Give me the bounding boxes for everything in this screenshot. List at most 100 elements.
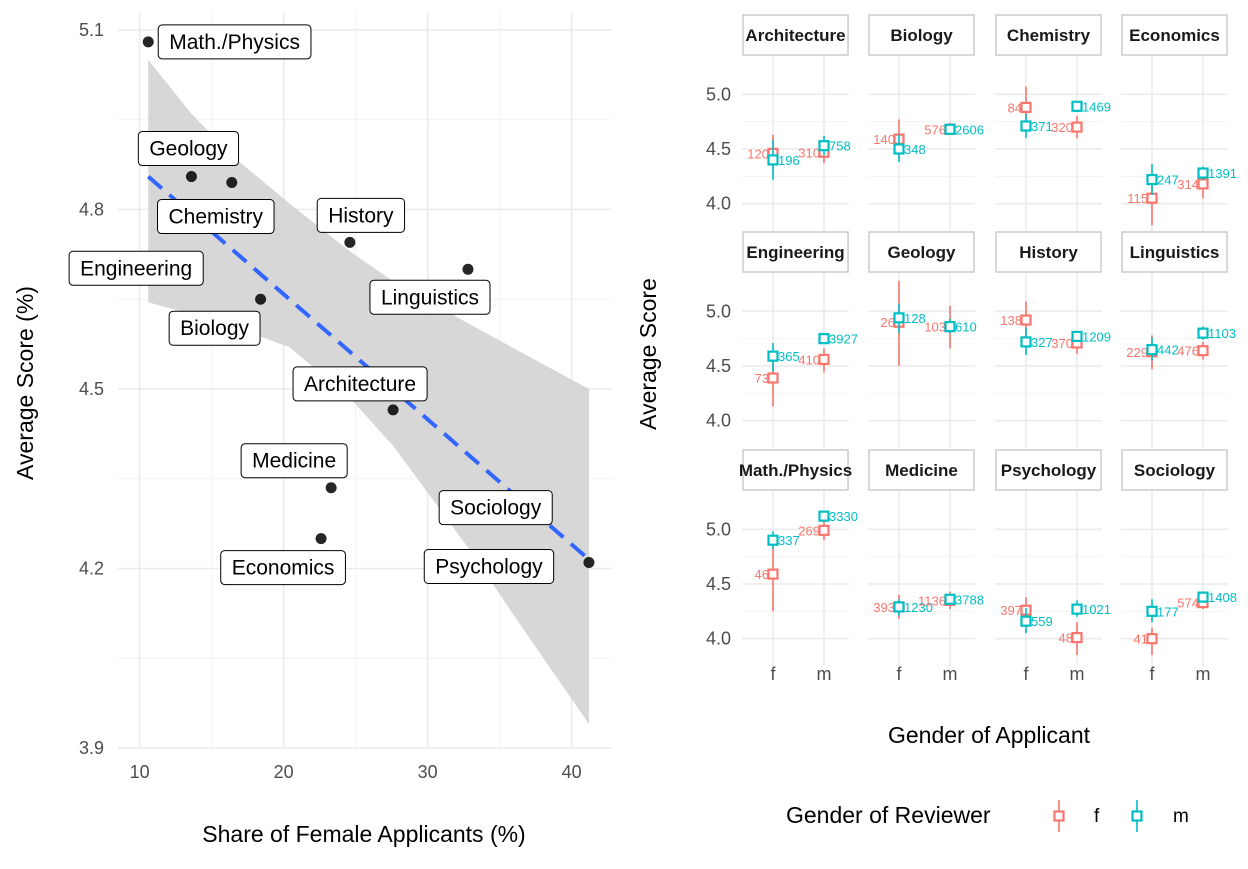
- facet-strip: [742, 449, 849, 491]
- count-label-m: 2606: [955, 122, 984, 137]
- point-label-box: Biology: [168, 310, 261, 346]
- point-label-box: Geology: [137, 131, 240, 167]
- point-label-box: Economics: [220, 550, 346, 586]
- facet-y-tick-label: 5.0: [706, 84, 731, 104]
- point-label-frame: [423, 549, 555, 585]
- estimate-marker-m: [1197, 327, 1209, 339]
- facet-strip: [1121, 231, 1228, 273]
- point-label-box: Engineering: [68, 250, 204, 286]
- estimate-marker-m: [1197, 591, 1209, 603]
- count-label-f: 269: [798, 523, 820, 538]
- point-label: Biology: [180, 317, 249, 340]
- facet-y-tick-label: 4.0: [706, 411, 731, 431]
- estimate-marker-m: [1146, 343, 1158, 356]
- estimate-marker-m: [944, 123, 956, 135]
- estimate-marker-m: [1071, 100, 1083, 112]
- facet-x-tick-label: f: [770, 664, 776, 684]
- facet-strip: [742, 14, 849, 56]
- count-label-f: 1136: [918, 593, 946, 608]
- point-label-box: Psychology: [423, 549, 555, 585]
- facet-x-tick-label: f: [896, 664, 902, 684]
- count-label-m: 348: [904, 142, 926, 157]
- facet-strip-label: Math./Physics: [739, 461, 852, 480]
- point-label-frame: [316, 197, 406, 233]
- point-label-frame: [220, 550, 346, 586]
- point-label-box: Chemistry: [157, 199, 275, 235]
- count-label-f: 397: [1000, 603, 1022, 618]
- estimate-marker-f: [818, 524, 830, 536]
- estimate-marker-m: [1071, 330, 1083, 343]
- estimate-marker-m: [893, 601, 905, 613]
- facet-y-tick-label: 4.5: [706, 574, 731, 594]
- point-label: Economics: [232, 557, 335, 580]
- y-tick-label: 5.1: [79, 20, 104, 40]
- estimate-marker-m: [767, 350, 779, 362]
- point-label-box: Math./Physics: [157, 24, 312, 60]
- count-label-f: 73: [755, 371, 769, 386]
- estimate-marker-m: [893, 143, 905, 155]
- facet-strip-label: Linguistics: [1130, 243, 1220, 262]
- facet-strip-label: Sociology: [1134, 461, 1216, 480]
- count-label-m: 1021: [1082, 602, 1111, 617]
- count-label-f: 103: [924, 320, 946, 335]
- facet-y-tick-label: 5.0: [706, 301, 731, 321]
- facet-strip: [1121, 14, 1228, 56]
- count-label-f: 48: [1059, 631, 1073, 646]
- count-label-f: 370: [1051, 336, 1073, 351]
- y-tick-label: 3.9: [79, 738, 104, 758]
- legend-title: Gender of Reviewer: [786, 802, 991, 828]
- count-label-f: 46: [755, 567, 769, 582]
- count-label-m: 177: [1157, 604, 1179, 619]
- count-label-m: 1103: [1208, 326, 1236, 341]
- estimate-marker-m: [944, 320, 956, 333]
- count-label-m: 247: [1157, 173, 1179, 188]
- count-label-f: 310: [798, 145, 820, 160]
- estimate-marker-m: [1020, 120, 1032, 132]
- facet-strip-label: Medicine: [885, 461, 958, 480]
- point-label-frame: [157, 24, 312, 60]
- point-label-frame: [240, 443, 348, 479]
- facet-strip: [995, 14, 1102, 56]
- estimate-marker-m: [818, 510, 830, 522]
- facet-x-tick-label: m: [943, 664, 958, 684]
- count-label-m: 559: [1031, 614, 1053, 629]
- facet-x-tick-label: f: [1149, 664, 1155, 684]
- count-label-m: 610: [955, 320, 977, 335]
- facet-strip-label: Geology: [887, 243, 956, 262]
- count-label-f: 410: [798, 352, 820, 367]
- count-label-f: 26: [881, 315, 895, 330]
- count-label-m: 3330: [829, 509, 858, 524]
- legend-label-m: m: [1173, 806, 1189, 827]
- facet-strip-label: Economics: [1129, 26, 1220, 45]
- facet-strip: [868, 231, 975, 273]
- facet-strip: [1121, 449, 1228, 491]
- estimate-marker-m: [944, 593, 956, 605]
- count-label-f: 120: [747, 146, 769, 161]
- scatter-y-axis-title: Average Score (%): [12, 286, 38, 480]
- facet-y-tick-label: 4.0: [706, 194, 731, 214]
- x-tick-label: 10: [130, 762, 150, 782]
- estimate-marker-m: [818, 333, 830, 345]
- count-label-f: 320: [1051, 120, 1073, 135]
- facet-strip: [995, 449, 1102, 491]
- count-label-f: 476: [1177, 344, 1199, 359]
- point-label-box: Sociology: [438, 490, 553, 526]
- point-label-frame: [68, 250, 204, 286]
- scatter-point: [387, 404, 399, 416]
- point-label: Medicine: [252, 450, 336, 473]
- count-label-m: 442: [1157, 343, 1179, 358]
- legend-label-f: f: [1094, 806, 1100, 827]
- count-label-m: 1391: [1208, 166, 1237, 181]
- facet-strip: [995, 231, 1102, 273]
- scatter-point: [583, 557, 595, 569]
- estimate-marker-m: [767, 534, 779, 546]
- count-label-f: 574: [1177, 596, 1199, 611]
- estimate-marker-m: [1020, 615, 1032, 627]
